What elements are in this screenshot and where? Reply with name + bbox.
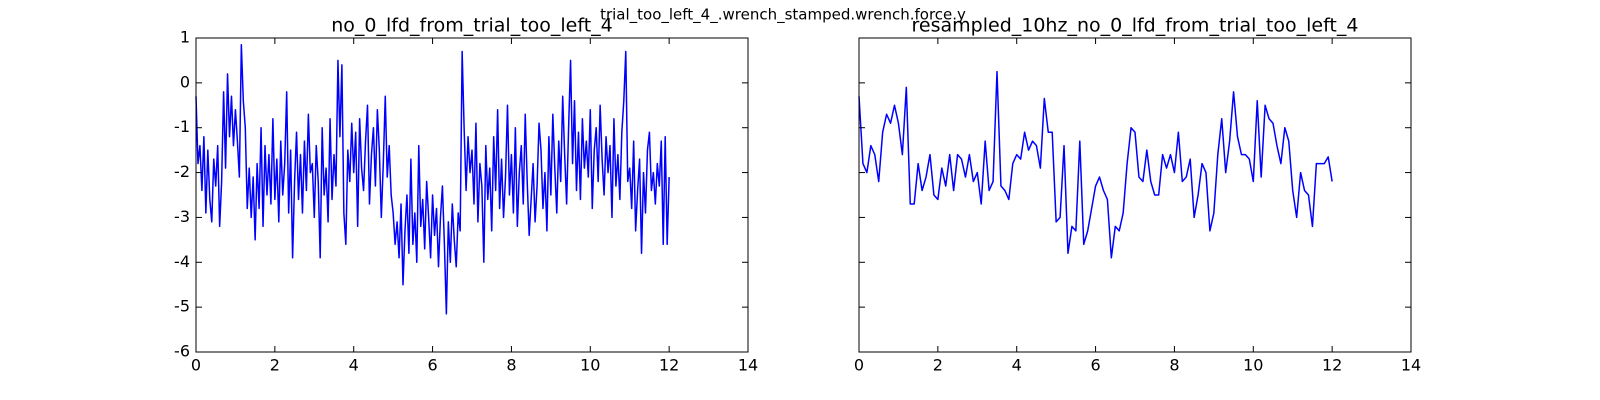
- figure-title: trial_too_left_4_.wrench_stamped.wrench.…: [600, 6, 966, 25]
- x-tick-label: 6: [1090, 356, 1100, 375]
- x-tick-label: 4: [1012, 356, 1022, 375]
- x-tick-label: 10: [580, 356, 600, 375]
- x-tick-label: 14: [738, 356, 758, 375]
- x-tick-label: 12: [659, 356, 679, 375]
- y-tick-label: 1: [180, 28, 190, 47]
- x-tick-label: 14: [1401, 356, 1421, 375]
- x-tick-label: 10: [1243, 356, 1263, 375]
- x-tick-label: 8: [506, 356, 516, 375]
- x-tick-label: 2: [270, 356, 280, 375]
- y-tick-label: -2: [174, 162, 190, 181]
- y-tick-label: -3: [174, 207, 190, 226]
- y-tick-label: -4: [174, 252, 190, 271]
- x-tick-label: 8: [1169, 356, 1179, 375]
- y-tick-label: -1: [174, 117, 190, 136]
- axes-frame: [858, 37, 1412, 353]
- x-tick-label: 0: [854, 356, 864, 375]
- data-line: [195, 43, 670, 315]
- y-tick-label: -5: [174, 297, 190, 316]
- chart-title: resampled_10hz_no_0_lfd_from_trial_too_l…: [912, 15, 1359, 37]
- y-tick-label: 0: [180, 72, 190, 91]
- data-line: [858, 70, 1333, 259]
- axes-frame: [195, 37, 749, 353]
- x-tick-label: 6: [427, 356, 437, 375]
- x-tick-label: 12: [1322, 356, 1342, 375]
- x-tick-label: 2: [933, 356, 943, 375]
- chart-title: no_0_lfd_from_trial_too_left_4: [331, 15, 613, 37]
- x-tick-label: 4: [349, 356, 359, 375]
- y-tick-label: -6: [174, 342, 190, 361]
- x-tick-label: 0: [191, 356, 201, 375]
